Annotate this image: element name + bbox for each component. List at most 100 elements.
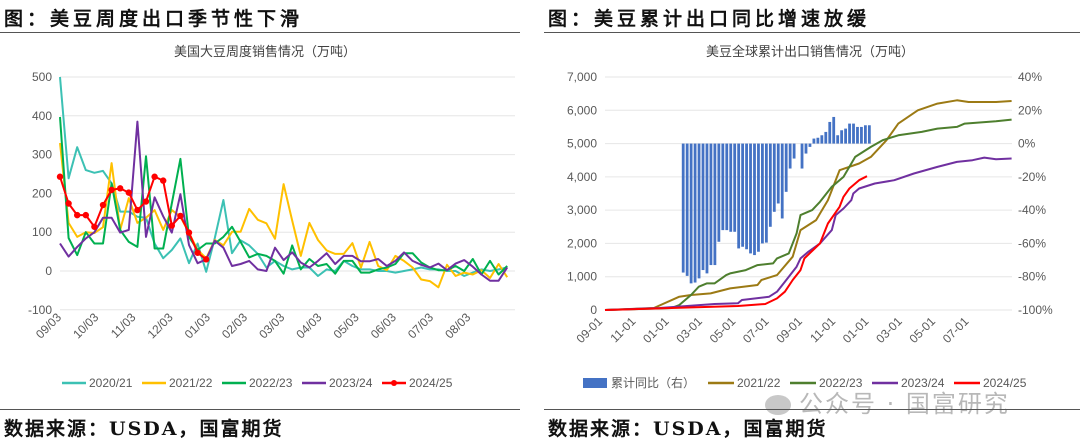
left-series-point-2024-25	[142, 198, 150, 205]
right-yoy-bar	[784, 143, 788, 192]
left-x-tick-label: 08/03	[442, 310, 473, 341]
left-x-tick-label: 02/03	[219, 310, 250, 341]
left-series-line-2020-21	[59, 76, 508, 277]
right-yoy-bar	[856, 126, 859, 144]
left-x-tick-label: 03/03	[256, 310, 287, 341]
left-y-tick-label: 400	[32, 109, 52, 123]
left-series-point-2024-25	[160, 177, 167, 184]
right-yoy-bar	[717, 143, 721, 242]
right-yoy-bar	[737, 143, 741, 249]
left-x-tick-label: 01/03	[182, 310, 213, 341]
left-x-tick-label: 12/03	[145, 310, 176, 341]
right-x-tick-label: 07-01	[940, 314, 972, 346]
left-y-tick-label: 0	[45, 264, 52, 278]
right-yoy-bar	[788, 143, 792, 169]
right-yoy-bar	[780, 143, 784, 219]
left-series-point-2024-25	[134, 206, 141, 214]
right-yoy-bar	[828, 121, 832, 144]
right-x-tick-label: 03-01	[673, 314, 705, 346]
watermark: 公众号 · 国富研究	[765, 384, 1010, 419]
right-y-tick-label: 2,000	[567, 236, 597, 250]
left-series-line-2021-22	[59, 142, 509, 289]
right-yoy-bar	[832, 116, 836, 144]
right-yoy-bar	[745, 143, 748, 250]
right-legend-label: 2024/25	[983, 376, 1027, 390]
left-series-point-2024-25	[91, 223, 98, 230]
left-x-tick-label: 11/03	[108, 310, 139, 341]
right-y2-tick-label: -60%	[1018, 236, 1046, 250]
right-yoy-bar	[681, 143, 685, 273]
right-x-tick-label: 03-01	[873, 314, 905, 346]
left-series-point-2024-25	[125, 189, 132, 196]
right-yoy-bar	[867, 125, 871, 144]
right-chart-title: 美豆全球累计出口销售情况（万吨）	[706, 44, 914, 59]
right-series-line-2024-25	[604, 175, 868, 311]
right-yoy-bar	[733, 143, 737, 232]
left-x-tick-label: 06/03	[368, 310, 399, 341]
right-yoy-bar	[753, 143, 756, 256]
right-yoy-bar	[685, 143, 689, 276]
left-legend-label: 2024/25	[409, 376, 453, 390]
right-y-tick-label: 1,000	[567, 270, 597, 284]
right-yoy-bar	[729, 143, 733, 232]
right-y2-tick-label: 0%	[1018, 137, 1036, 151]
left-series-point-2024-25	[117, 185, 124, 192]
right-y-tick-label: 6,000	[567, 103, 597, 117]
right-x-tick-label: 05-01	[907, 314, 939, 346]
right-y-tick-label: 4,000	[567, 170, 597, 184]
right-legend-label: 2023/24	[901, 376, 945, 390]
right-yoy-bar	[709, 143, 713, 266]
right-yoy-bar	[776, 143, 780, 204]
right-yoy-bar	[772, 143, 776, 212]
right-legend-label: 累计同比（右）	[611, 375, 695, 390]
right-yoy-bar	[757, 143, 760, 252]
left-series-point-2024-25	[56, 173, 64, 180]
right-series-line-2023-24	[604, 156, 1012, 311]
left-y-tick-label: 500	[32, 70, 52, 84]
right-yoy-bar	[725, 143, 729, 231]
left-x-tick-label: 10/03	[70, 310, 101, 341]
right-x-tick-label: 09-01	[574, 314, 606, 346]
left-series-point-2024-25	[74, 211, 81, 219]
left-legend-label: 2021/22	[169, 376, 213, 390]
right-x-tick-label: 07-01	[740, 314, 772, 346]
right-legend-label: 2022/23	[819, 376, 863, 390]
watermark-text: 公众号 · 国富研究	[799, 390, 1010, 418]
right-y-tick-label: 7,000	[567, 70, 597, 84]
right-y2-tick-label: -80%	[1018, 270, 1046, 284]
left-footer-rule	[0, 409, 520, 410]
right-yoy-bar	[840, 130, 844, 144]
left-legend-marker	[391, 380, 397, 386]
left-x-tick-label: 07/03	[405, 310, 436, 341]
left-legend-label: 2022/23	[249, 376, 293, 390]
right-yoy-bar	[816, 137, 820, 144]
right-yoy-bar	[701, 143, 705, 271]
right-y2-tick-label: 20%	[1018, 103, 1042, 117]
left-series-point-2024-25	[99, 201, 107, 209]
right-yoy-bar	[836, 135, 840, 144]
left-series-point-2024-25	[203, 256, 210, 263]
right-heading-rule	[544, 32, 1080, 33]
left-series-point-2024-25	[151, 173, 158, 180]
right-yoy-bar	[741, 143, 745, 247]
right-yoy-bar	[713, 143, 717, 266]
right-yoy-bar	[764, 143, 768, 243]
right-yoy-bar	[689, 143, 693, 284]
right-legend-bar-swatch	[583, 378, 607, 388]
right-yoy-bar	[860, 126, 863, 144]
right-yoy-bar	[844, 128, 847, 144]
right-yoy-bar	[693, 143, 697, 283]
right-series-line-2022-23	[604, 118, 1012, 311]
right-yoy-bar	[705, 143, 709, 274]
left-series-line-2023-24	[59, 120, 509, 282]
right-series-line-2021-22	[604, 99, 1012, 311]
left-legend-label: 2023/24	[329, 376, 373, 390]
right-y2-tick-label: -40%	[1018, 203, 1046, 217]
left-y-tick-label: 200	[32, 186, 52, 200]
right-yoy-bar	[800, 143, 804, 169]
right-yoy-bar	[768, 143, 772, 227]
right-x-tick-label: 11-01	[807, 314, 838, 345]
right-source: 数据来源：USDA，国富期货	[548, 418, 828, 440]
left-y-tick-label: 100	[32, 225, 52, 239]
left-x-tick-label: 04/03	[293, 310, 324, 341]
